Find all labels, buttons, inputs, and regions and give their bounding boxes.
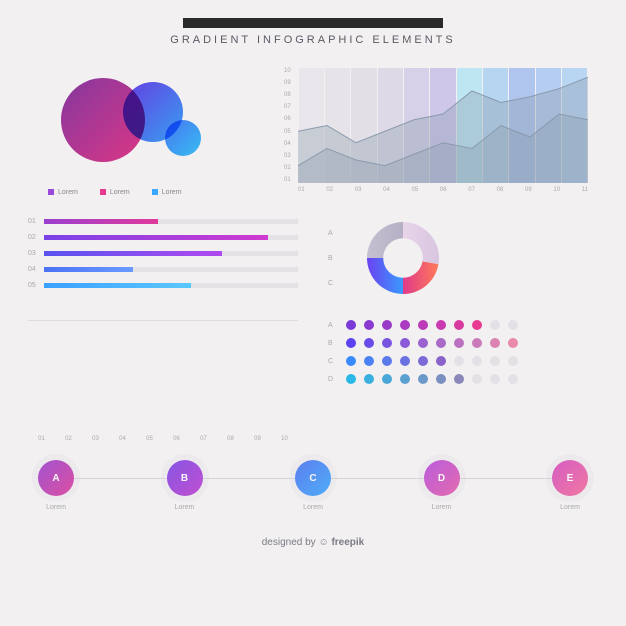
timeline-node: BLorem [167, 460, 203, 511]
dot-row: A [328, 320, 588, 330]
header-bar [183, 18, 443, 28]
timeline-node: DLorem [424, 460, 460, 511]
hbar-row: 02 [28, 234, 298, 241]
hbar-row: 05 [28, 282, 298, 289]
horizontal-bars: 01 02 03 04 05 [28, 218, 298, 298]
venn-circle [165, 120, 201, 156]
timeline-node: CLorem [295, 460, 331, 511]
dot-row: C [328, 356, 588, 366]
dot-row: B [328, 338, 588, 348]
donut-chart: ABC [328, 218, 588, 298]
hbar-row: 01 [28, 218, 298, 225]
timeline-node: ELorem [552, 460, 588, 511]
timeline-node: ALorem [38, 460, 74, 511]
dot-matrix: ABCD [328, 320, 588, 430]
page-title: GRADIENT INFOGRAPHIC ELEMENTS [28, 34, 598, 46]
footer-attribution: designed by ☺ freepik [28, 537, 598, 548]
venn-diagram [28, 68, 268, 183]
area-chart: 10090807060504030201 0102030405060708091… [298, 68, 588, 183]
hbar-row: 04 [28, 266, 298, 273]
dot-row: D [328, 374, 588, 384]
timeline: ALorem BLorem CLorem DLorem ELorem [28, 460, 598, 511]
vertical-bars: 01020304050607080910 [28, 320, 298, 430]
hbar-row: 03 [28, 250, 298, 257]
